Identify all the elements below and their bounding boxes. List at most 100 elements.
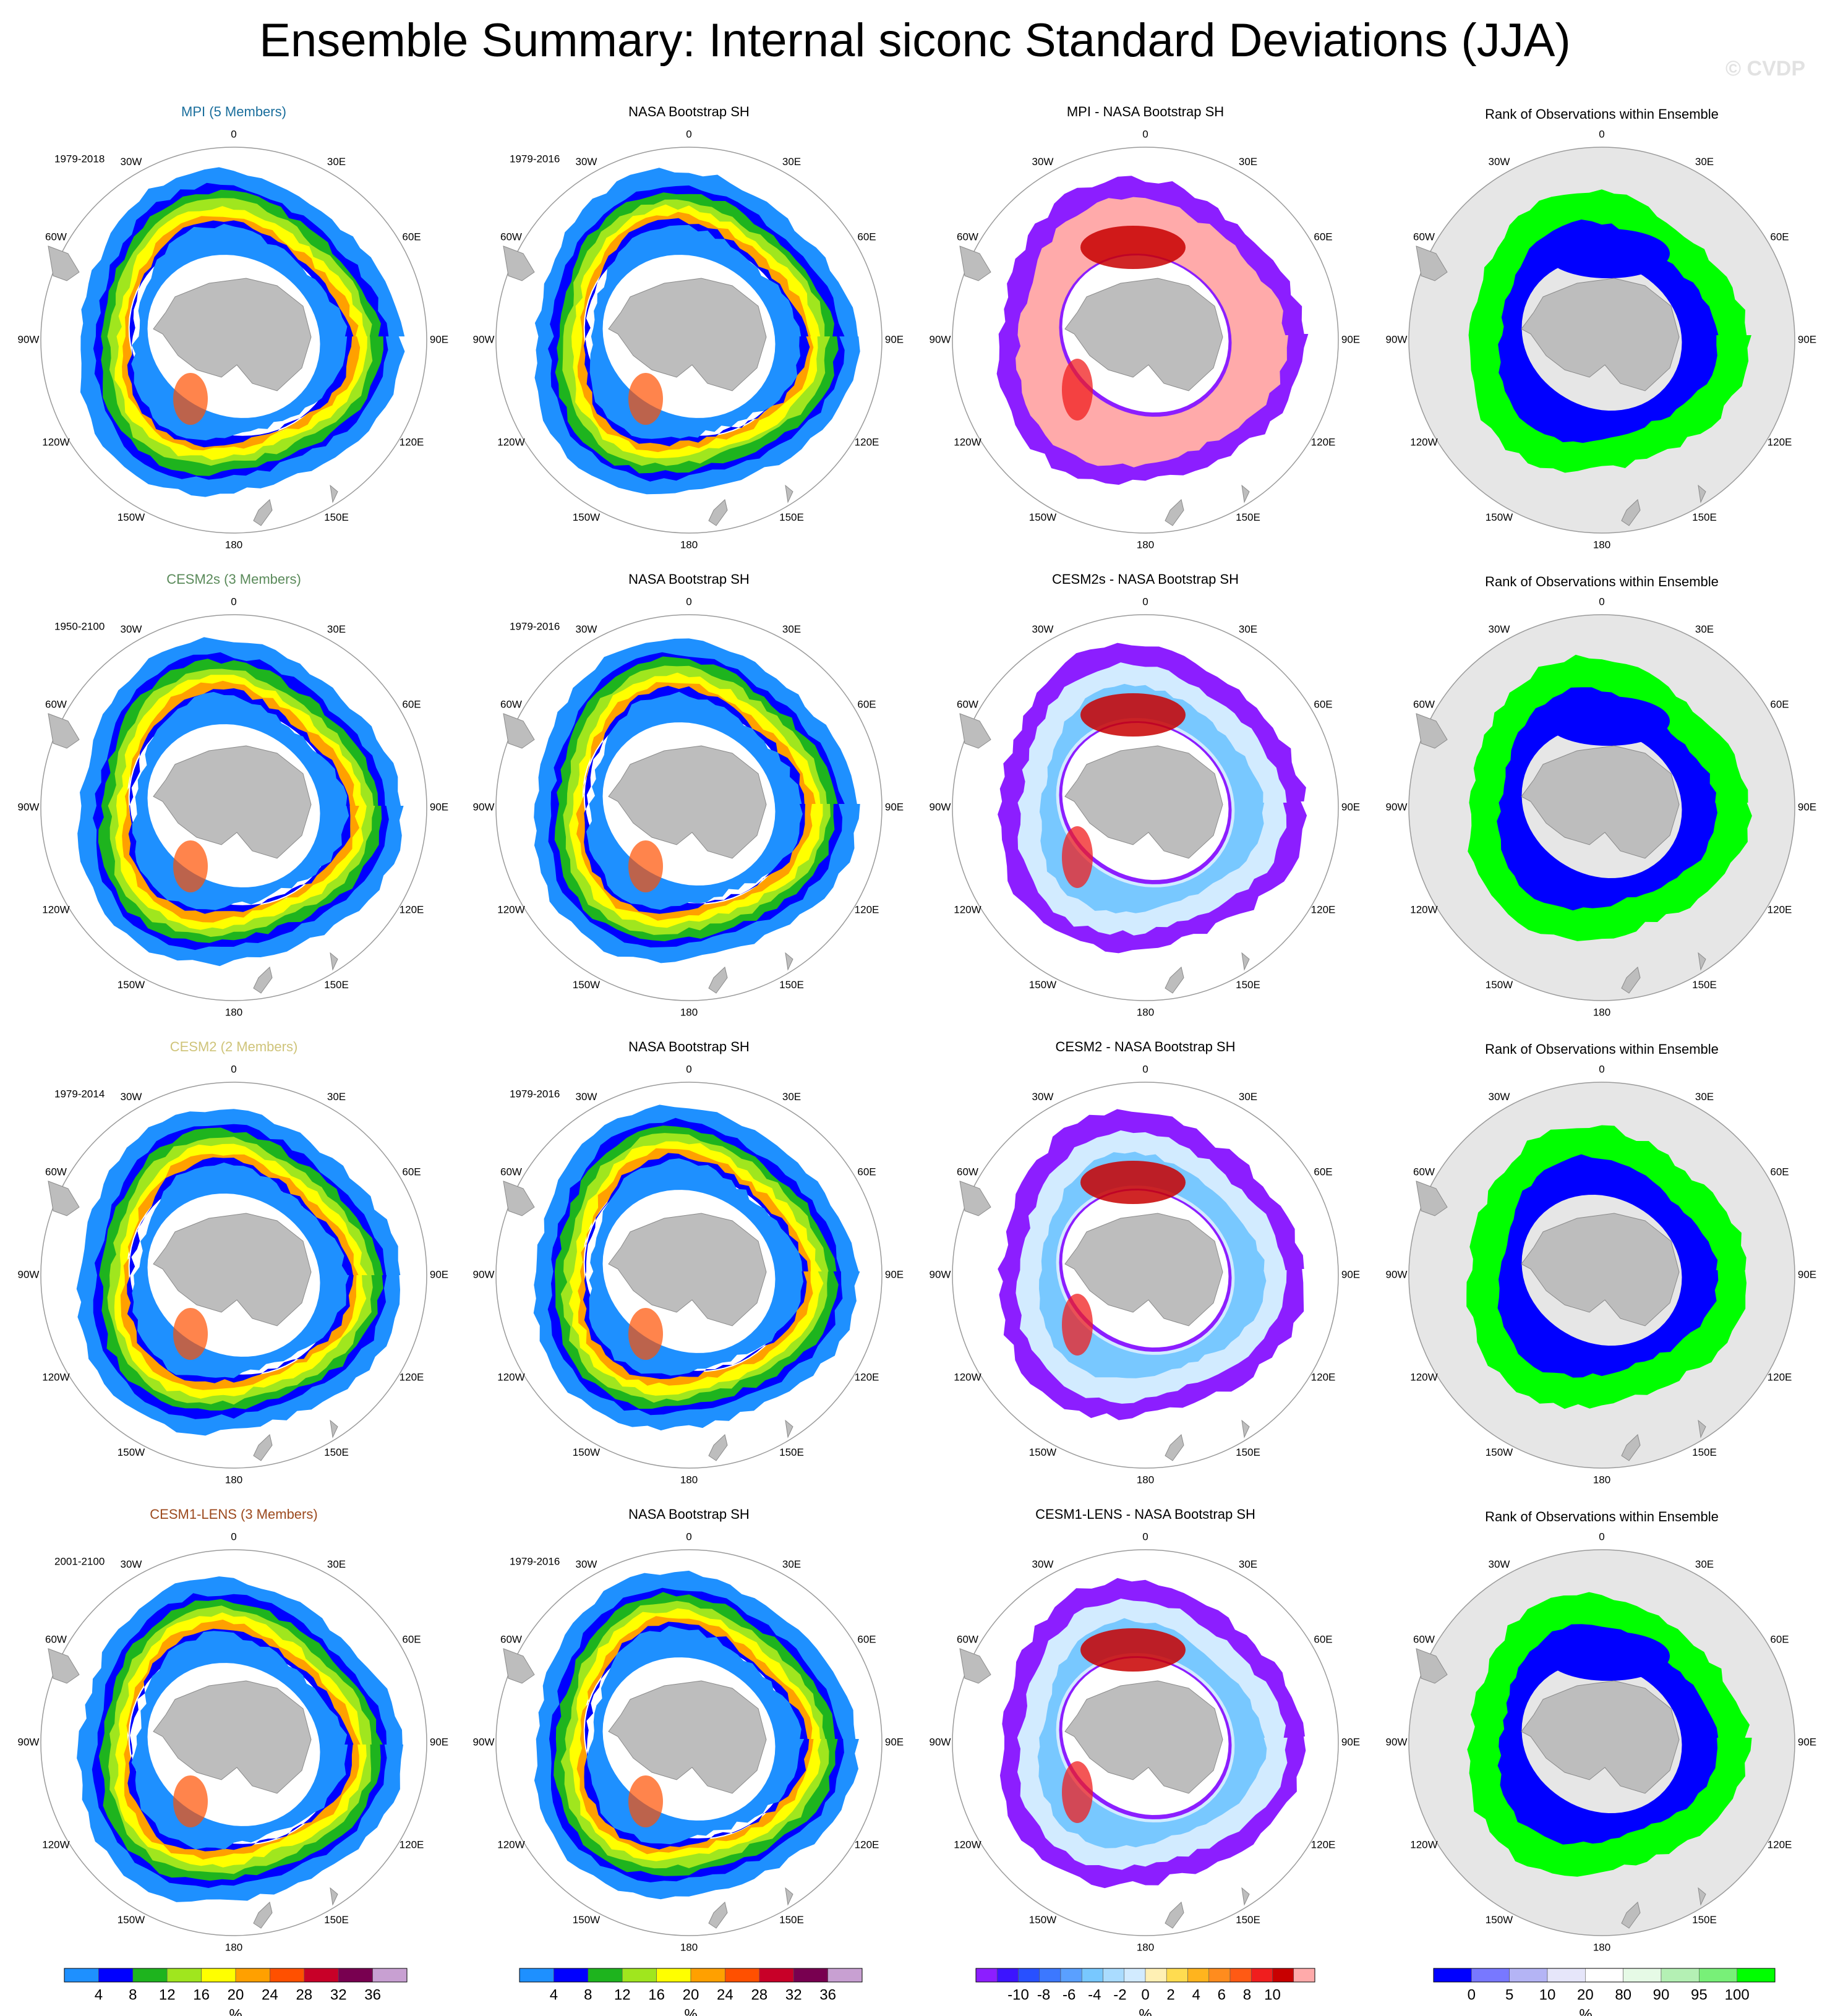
antarctica-landmass <box>608 278 767 391</box>
longitude-label: 0 <box>1142 1063 1148 1075</box>
siconc-std-hotspot <box>173 1308 208 1360</box>
longitude-label: 120E <box>1768 1371 1792 1383</box>
antarctica-landmass <box>1521 1213 1680 1326</box>
longitude-label: 180 <box>1137 1941 1154 1953</box>
new-zealand-landmass <box>1621 967 1641 994</box>
difference-panel-title: CESM2s - NASA Bootstrap SH <box>1052 571 1239 587</box>
longitude-label: 90W <box>930 801 951 813</box>
longitude-label: 60E <box>1314 698 1332 710</box>
longitude-label: 90E <box>885 1268 904 1280</box>
colorbar-tick-label: 36 <box>364 1986 381 2003</box>
longitude-label: 180 <box>1137 539 1154 550</box>
tasmania-landmass <box>1241 952 1250 971</box>
obs-panel-title: NASA Bootstrap SH <box>628 1506 750 1522</box>
colorbar-swatch <box>1293 1968 1315 1983</box>
longitude-label: 90W <box>930 333 951 345</box>
colorbar-swatch <box>519 1968 554 1983</box>
longitude-label: 180 <box>225 539 242 550</box>
colorbar-swatch <box>622 1968 657 1983</box>
colorbar-swatch <box>1145 1968 1167 1983</box>
colorbar-tick-label: 28 <box>296 1986 312 2003</box>
new-zealand-landmass <box>1165 1902 1184 1929</box>
longitude-label: 180 <box>225 1941 242 1953</box>
longitude-label: 150E <box>324 511 349 523</box>
longitude-label: 60E <box>1770 698 1789 710</box>
longitude-label: 150E <box>1692 1914 1717 1926</box>
longitude-label: 60E <box>857 698 876 710</box>
longitude-label: 30E <box>1239 1091 1257 1103</box>
longitude-label: 150W <box>1029 511 1056 523</box>
colorbar-swatch <box>1103 1968 1125 1983</box>
south-america-landmass <box>48 246 80 281</box>
colorbar-model-std: 4 8 12 16 20 24 28 32 36% <box>64 1968 408 2016</box>
map-panel: Rank of Observations within Ensemble 0 30E… <box>1386 106 1817 551</box>
south-america-landmass <box>1416 1181 1448 1216</box>
south-america-landmass <box>959 713 991 749</box>
colorbar-tick-label: 20 <box>228 1986 244 2003</box>
colorbar-swatch <box>1471 1968 1510 1983</box>
longitude-label: 120W <box>42 1371 69 1383</box>
south-america-landmass <box>959 1648 991 1684</box>
longitude-label: 90E <box>1798 801 1816 813</box>
new-zealand-landmass <box>1621 499 1641 526</box>
new-zealand-landmass <box>253 967 273 994</box>
south-america-landmass <box>959 246 991 281</box>
longitude-label: 90W <box>1386 801 1408 813</box>
colorbar-difference: -10 -8 -6 -4 -2 0 2 4 6 8 10% <box>975 1968 1315 2016</box>
south-america-landmass <box>959 1181 991 1216</box>
siconc-std-hotspot <box>628 1308 663 1360</box>
longitude-label: 150E <box>1236 979 1260 991</box>
siconc-std-hotspot <box>173 1775 208 1827</box>
colorbar-swatch <box>996 1968 1019 1983</box>
map-panel: CESM2 - NASA Bootstrap SH 0 30E 60E 90E 120E 1… <box>930 1039 1361 1486</box>
rank-panel-title: Rank of Observations within Ensemble <box>1485 574 1719 589</box>
longitude-label: 0 <box>686 1063 691 1075</box>
figure-title: Ensemble Summary: Internal siconc Standa… <box>259 14 1571 67</box>
colorbar-swatch <box>1433 1968 1472 1983</box>
colorbar-tick-label: 2 <box>1166 1986 1174 2003</box>
diff-band <box>1039 1151 1267 1378</box>
diff-band <box>1037 1618 1267 1848</box>
south-america-landmass <box>1416 1648 1448 1684</box>
longitude-label: 30W <box>1032 1558 1054 1570</box>
longitude-label: 30E <box>782 1091 801 1103</box>
antarctica-landmass <box>1064 745 1223 859</box>
colorbar-swatch <box>1509 1968 1548 1983</box>
longitude-label: 30E <box>327 156 346 168</box>
south-america-landmass <box>48 713 80 749</box>
siconc-std-band <box>586 691 803 910</box>
longitude-label: 90E <box>1798 1268 1816 1280</box>
longitude-label: 60W <box>1413 698 1435 710</box>
longitude-label: 90W <box>1386 1736 1408 1748</box>
antarctica-landmass <box>153 1680 312 1794</box>
colorbar-tick-label: 32 <box>330 1986 347 2003</box>
longitude-label: 120W <box>42 436 69 448</box>
longitude-label: 150E <box>779 979 804 991</box>
tasmania-landmass <box>785 484 793 503</box>
tasmania-landmass <box>785 952 793 971</box>
colorbar-tick-label: 4 <box>95 1986 103 2003</box>
map-panel: NASA Bootstrap SH 1979-2016 0 30E 60E 90E 120E… <box>473 1039 904 1486</box>
longitude-label: 60W <box>1413 231 1435 242</box>
longitude-label: 90E <box>1341 1268 1360 1280</box>
tasmania-landmass <box>330 484 338 503</box>
colorbar-swatch <box>793 1968 828 1983</box>
colorbar-tick-label: 24 <box>717 1986 733 2003</box>
colorbar-outline <box>1433 1968 1776 1983</box>
colorbar-swatch <box>1081 1968 1103 1983</box>
longitude-label: 30W <box>576 1558 597 1570</box>
longitude-label: 60W <box>45 1633 67 1645</box>
colorbar-swatch <box>1039 1968 1061 1983</box>
longitude-label: 150W <box>118 1914 145 1926</box>
colorbar-unit-label: % <box>684 2006 697 2016</box>
colorbar-tick-label: 8 <box>1243 1986 1251 2003</box>
siconc-std-band <box>131 1631 348 1850</box>
antarctica-landmass <box>153 278 312 391</box>
longitude-label: 150W <box>1029 979 1056 991</box>
diff-positive-patch <box>1062 1761 1093 1823</box>
longitude-label: 120E <box>1768 1839 1792 1850</box>
longitude-label: 0 <box>686 596 691 607</box>
colorbar-swatch <box>827 1968 863 1983</box>
longitude-label: 60W <box>957 1633 978 1645</box>
colorbar-tick-label: 20 <box>1577 1986 1594 2003</box>
